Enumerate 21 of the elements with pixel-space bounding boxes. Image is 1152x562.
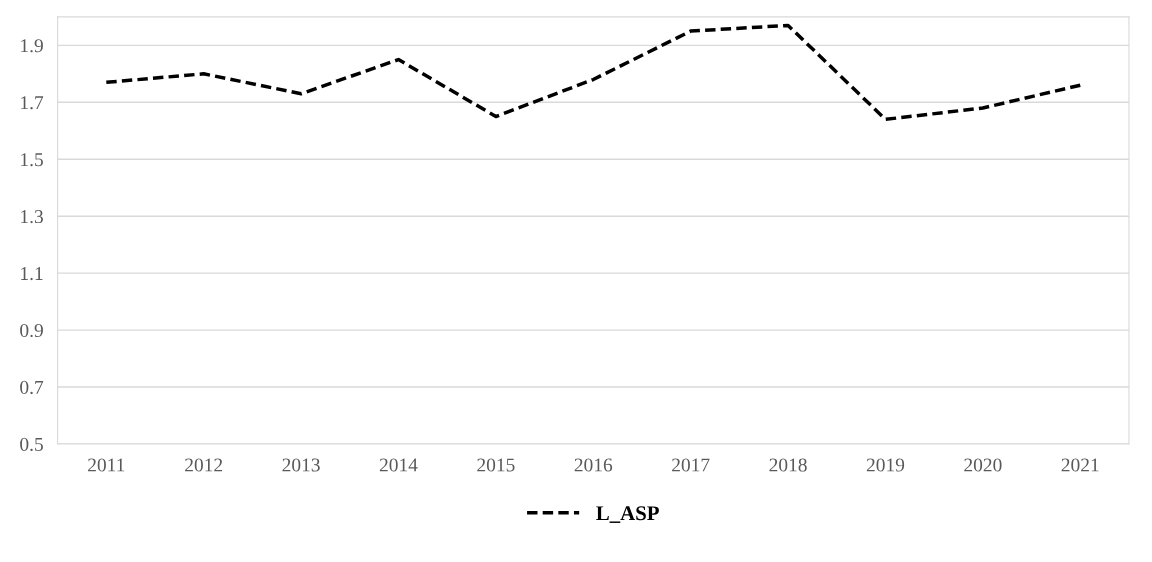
x-tick-label: 2021	[1061, 458, 1099, 472]
x-tick-label: 2016	[574, 458, 613, 472]
x-tick-label: 2013	[282, 458, 320, 472]
x-tick-label: 2011	[88, 458, 125, 472]
y-tick-label: 0.5	[20, 437, 43, 451]
x-tick-label: 2017	[672, 458, 710, 472]
y-tick-label: 1.1	[21, 267, 43, 281]
line-series	[104, 23, 1082, 122]
x-tick-label: 2014	[379, 458, 418, 472]
y-tick-label: 0.7	[20, 380, 44, 395]
y-tick-label: 1.9	[21, 39, 43, 53]
x-tick-label: 2012	[185, 458, 223, 472]
legend-label: L_ASP	[596, 506, 659, 523]
y-tick-label: 1.3	[21, 210, 43, 224]
x-tick-label: 2015	[477, 458, 515, 472]
y-tick-label: 1.5	[21, 153, 43, 167]
y-tick-label: 0.9	[20, 323, 43, 338]
y-tick-label: 1.7	[21, 96, 44, 110]
x-tick-label: 2019	[866, 458, 905, 472]
x-tick-label: 2018	[769, 458, 807, 472]
x-tick-label: 2020	[964, 458, 1002, 472]
